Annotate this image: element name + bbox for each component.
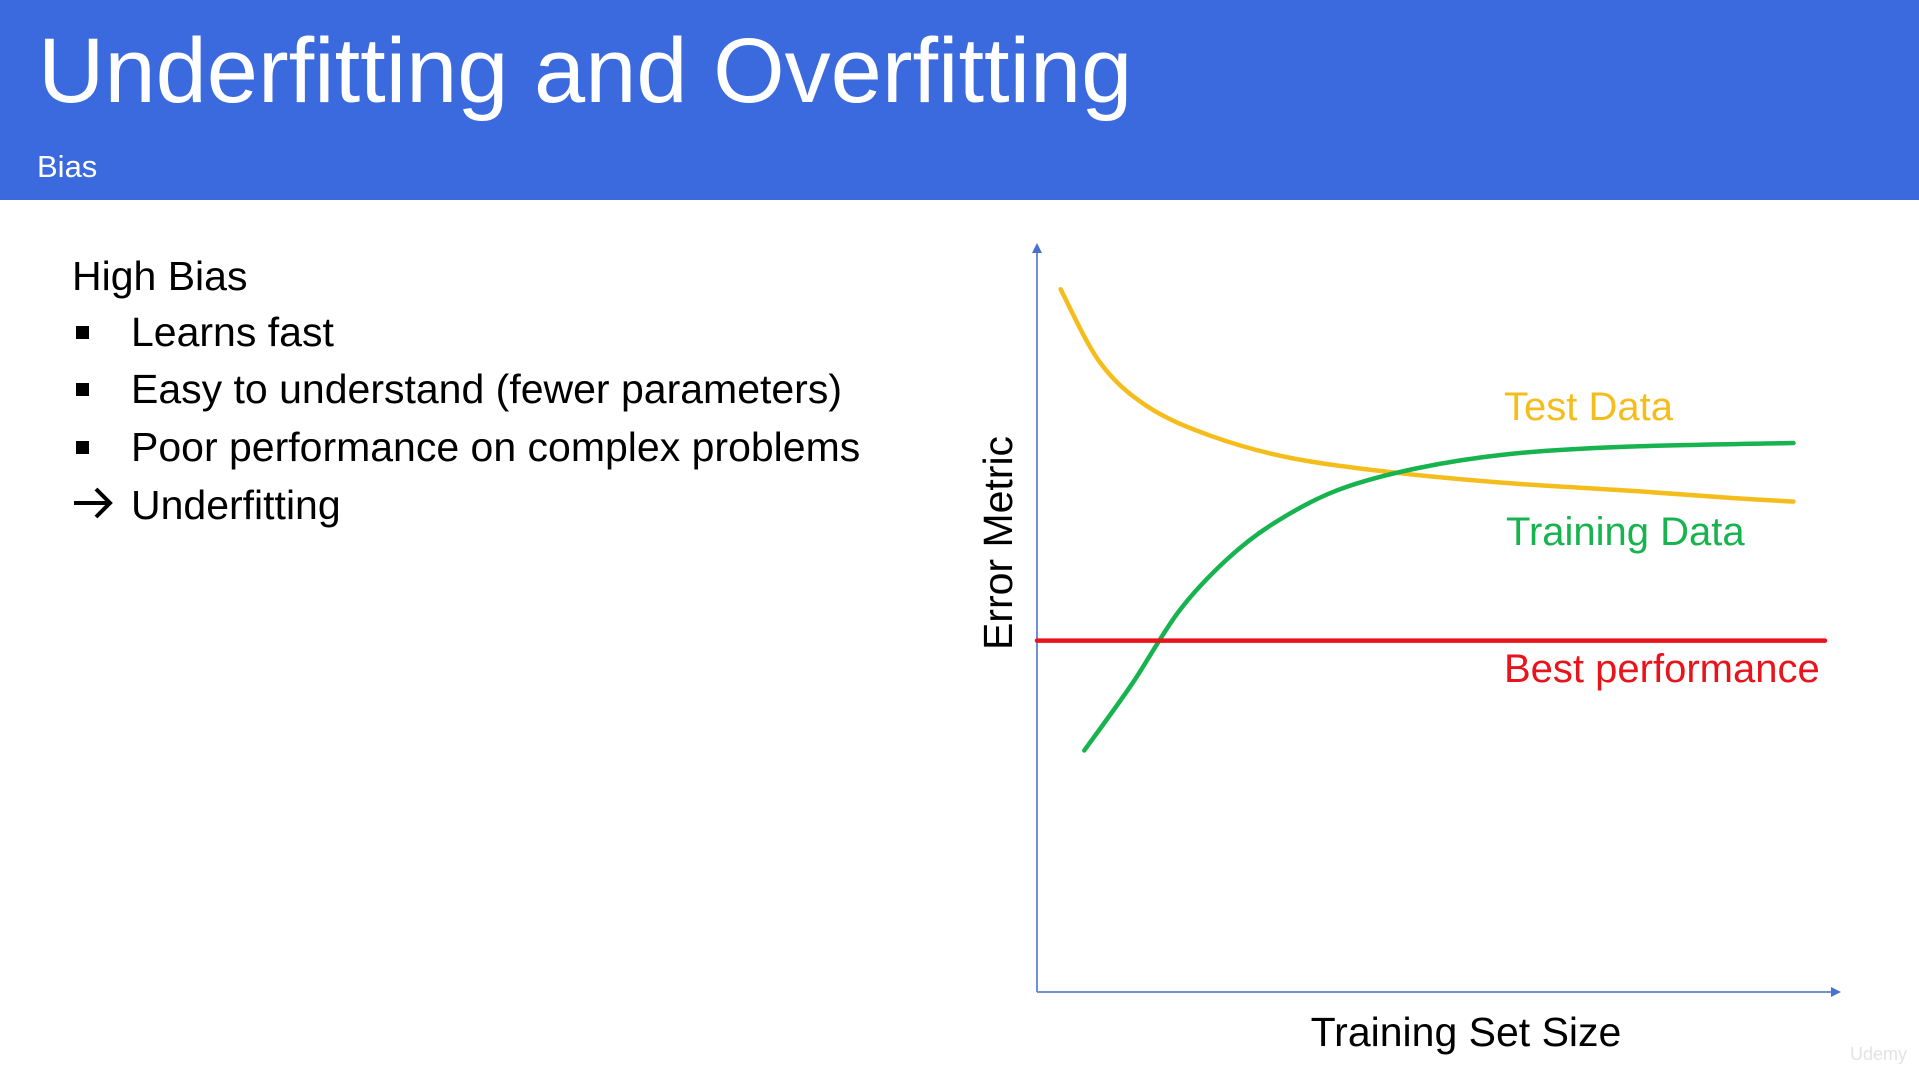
slide-subtitle: Bias xyxy=(37,149,98,184)
bullet-text: Learns fast xyxy=(131,309,334,355)
bullet-text: Easy to understand (fewer parameters) xyxy=(131,366,842,412)
right-arrow-icon xyxy=(74,487,113,519)
test-data-line xyxy=(1058,287,1796,504)
x-axis-label: Training Set Size xyxy=(1311,1009,1622,1055)
bullet-text: Underfitting xyxy=(131,482,341,528)
training-data-label: Training Data xyxy=(1506,510,1745,554)
best-performance-label: Best performance xyxy=(1504,647,1820,691)
square-bullet-icon xyxy=(76,441,89,454)
training-data-line xyxy=(1082,440,1796,753)
y-axis-label: Error Metric xyxy=(975,436,1021,650)
slide-title: Underfitting and Overfitting xyxy=(38,20,1133,122)
test-data-label: Test Data xyxy=(1504,385,1674,429)
bullet-text: Poor performance on complex problems xyxy=(131,424,861,470)
square-bullet-icon xyxy=(76,383,89,396)
watermark-logo: Udemy xyxy=(1849,1044,1907,1064)
square-bullet-icon xyxy=(76,326,89,339)
slide-header: Underfitting and Overfitting Bias xyxy=(0,0,1919,200)
content-heading: High Bias xyxy=(72,253,248,299)
